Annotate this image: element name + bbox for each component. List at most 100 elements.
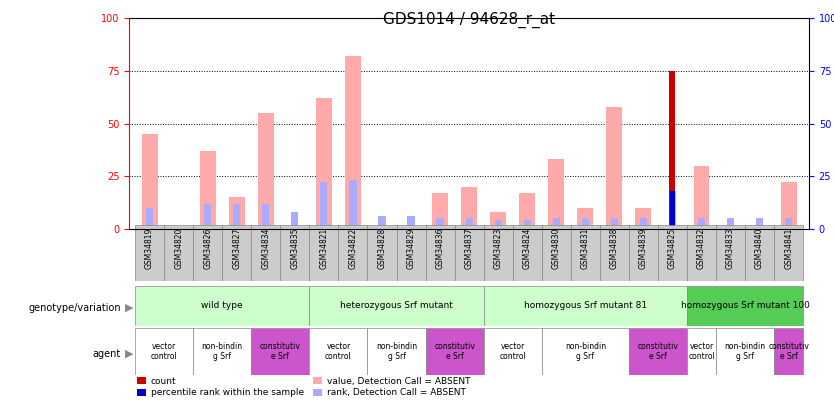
Text: GSM34841: GSM34841	[784, 228, 793, 269]
Bar	[610, 218, 618, 229]
Text: GSM34819: GSM34819	[145, 228, 154, 269]
Text: GSM34821: GSM34821	[319, 228, 329, 269]
Text: vector
control: vector control	[688, 342, 715, 361]
Bar	[698, 218, 705, 229]
Text: homozygous Srf mutant 100: homozygous Srf mutant 100	[681, 301, 810, 310]
Text: non-bindin
g Srf: non-bindin g Srf	[202, 342, 243, 361]
Bar	[436, 218, 444, 229]
Bar	[687, 286, 803, 326]
Bar	[484, 225, 513, 281]
Bar	[687, 328, 716, 375]
Bar	[670, 191, 675, 229]
Bar	[258, 113, 274, 229]
Bar	[251, 225, 280, 281]
Text: GSM34840: GSM34840	[755, 228, 764, 269]
Text: heterozygous Srf mutant: heterozygous Srf mutant	[340, 301, 453, 310]
Bar	[135, 328, 193, 375]
Bar	[600, 225, 629, 281]
Bar	[577, 208, 593, 229]
Bar	[513, 225, 542, 281]
Bar	[193, 225, 222, 281]
Bar	[524, 220, 530, 229]
Bar	[309, 286, 484, 326]
Bar	[142, 134, 158, 229]
Text: GSM34831: GSM34831	[580, 228, 590, 269]
Bar	[368, 225, 396, 281]
Text: GSM34830: GSM34830	[552, 228, 560, 269]
Bar	[396, 225, 425, 281]
Text: GSM34834: GSM34834	[261, 228, 270, 269]
Bar	[553, 218, 560, 229]
Bar	[727, 218, 734, 229]
Bar	[229, 197, 244, 229]
Bar	[309, 225, 339, 281]
Text: ▶: ▶	[125, 303, 133, 313]
Bar	[164, 225, 193, 281]
Text: genotype/variation: genotype/variation	[28, 303, 121, 313]
Text: vector
control: vector control	[325, 342, 352, 361]
Bar	[432, 193, 448, 229]
Bar	[262, 204, 269, 229]
Text: GSM34820: GSM34820	[174, 228, 183, 269]
Bar	[582, 218, 589, 229]
Text: GSM34828: GSM34828	[378, 228, 386, 269]
Text: non-bindin
g Srf: non-bindin g Srf	[376, 342, 417, 361]
Text: GSM34837: GSM34837	[465, 228, 474, 269]
Bar	[345, 56, 361, 229]
Text: GSM34823: GSM34823	[494, 228, 503, 269]
Bar	[309, 328, 368, 375]
Bar	[716, 328, 774, 375]
Text: GSM34835: GSM34835	[290, 228, 299, 269]
Text: GSM34827: GSM34827	[232, 228, 241, 269]
Bar	[490, 212, 506, 229]
Text: GSM34822: GSM34822	[349, 228, 358, 269]
Text: homozygous Srf mutant 81: homozygous Srf mutant 81	[524, 301, 647, 310]
Bar	[379, 216, 385, 229]
Bar	[339, 225, 368, 281]
Bar	[204, 204, 211, 229]
Bar	[368, 328, 425, 375]
Bar	[484, 286, 687, 326]
Text: GSM34832: GSM34832	[697, 228, 706, 269]
Bar	[146, 208, 153, 229]
Text: constitutiv
e Srf: constitutiv e Srf	[768, 342, 809, 361]
Bar	[291, 212, 299, 229]
Bar	[670, 71, 676, 229]
Bar	[716, 225, 745, 281]
Text: GDS1014 / 94628_r_at: GDS1014 / 94628_r_at	[383, 12, 555, 28]
Legend: count, percentile rank within the sample, value, Detection Call = ABSENT, rank, : count, percentile rank within the sample…	[133, 373, 474, 401]
Text: GSM34839: GSM34839	[639, 228, 648, 269]
Bar	[199, 151, 216, 229]
Text: GSM34836: GSM34836	[435, 228, 445, 269]
Bar	[781, 183, 796, 229]
Text: GSM34825: GSM34825	[668, 228, 677, 269]
Bar	[694, 166, 710, 229]
Bar	[548, 159, 565, 229]
Bar	[542, 225, 570, 281]
Bar	[280, 225, 309, 281]
Bar	[461, 187, 477, 229]
Text: vector
control: vector control	[151, 342, 178, 361]
Bar	[756, 218, 763, 229]
Bar	[774, 328, 803, 375]
Text: non-bindin
g Srf: non-bindin g Srf	[725, 342, 766, 361]
Bar	[629, 225, 658, 281]
Bar	[687, 225, 716, 281]
Bar	[495, 220, 502, 229]
Text: vector
control: vector control	[500, 342, 526, 361]
Bar	[629, 328, 687, 375]
Text: agent: agent	[93, 349, 121, 358]
Bar	[234, 204, 240, 229]
Bar	[570, 225, 600, 281]
Bar	[774, 225, 803, 281]
Bar	[349, 180, 356, 229]
Bar	[425, 328, 484, 375]
Bar	[455, 225, 484, 281]
Bar	[669, 191, 676, 229]
Bar	[520, 193, 535, 229]
Bar	[135, 225, 164, 281]
Text: constitutiv
e Srf: constitutiv e Srf	[260, 342, 301, 361]
Bar	[408, 216, 414, 229]
Bar	[465, 218, 473, 229]
Text: wild type: wild type	[201, 301, 243, 310]
